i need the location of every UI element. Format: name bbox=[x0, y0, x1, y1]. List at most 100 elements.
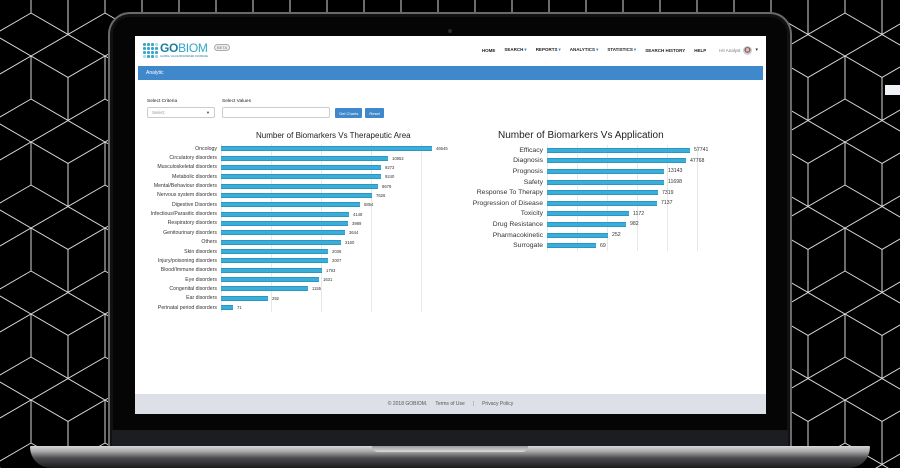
bar[interactable] bbox=[547, 221, 626, 227]
bar-value-label: 9240 bbox=[385, 174, 395, 180]
chevron-down-icon: ▾ bbox=[558, 47, 561, 52]
category-label: Eye disorders bbox=[185, 276, 217, 283]
category-label: Infectious/Parasitic disorders bbox=[150, 211, 217, 218]
nav-item-home[interactable]: HOME bbox=[482, 48, 496, 53]
bar[interactable] bbox=[221, 230, 345, 236]
bar-row: Eye disorders 1631 bbox=[185, 275, 332, 284]
bar-row: Ear disorders 292 bbox=[186, 294, 279, 303]
nav-item-statistics[interactable]: STATISTICS▾ bbox=[607, 47, 636, 53]
bar[interactable] bbox=[547, 190, 658, 196]
bar[interactable] bbox=[547, 179, 664, 185]
bar[interactable] bbox=[547, 168, 664, 174]
bar-row: Progression of Disease 7137 bbox=[473, 198, 673, 209]
grid-line bbox=[607, 145, 608, 251]
nav-item-help[interactable]: HELP bbox=[694, 48, 706, 53]
nav-item-label: SEARCH HISTORY bbox=[645, 47, 686, 53]
bar[interactable] bbox=[221, 239, 341, 245]
category-label: Perinatal period disorders bbox=[157, 304, 217, 311]
nav-item-analytics[interactable]: ANALYTICS▾ bbox=[570, 47, 599, 53]
category-label: Drug Resistance bbox=[492, 220, 543, 228]
terms-of-use-link[interactable]: Terms of Use bbox=[435, 401, 465, 407]
nav-item-label: ANALYTICS bbox=[569, 47, 596, 52]
bar[interactable] bbox=[221, 220, 348, 226]
chevron-down-icon: ▾ bbox=[596, 47, 599, 52]
category-label: Musculoskeletal disorders bbox=[157, 164, 217, 171]
bar[interactable] bbox=[221, 277, 319, 283]
bar-row: Prognosis 13143 bbox=[513, 166, 683, 177]
application-bar-chart: Efficacy 57741 Diagnosis 47768 Prognosis 1314… bbox=[473, 145, 708, 253]
bar[interactable] bbox=[221, 286, 308, 292]
bar[interactable] bbox=[547, 232, 608, 238]
nav-item-search-history[interactable]: SEARCH HISTORY bbox=[645, 48, 685, 53]
bar[interactable] bbox=[221, 174, 381, 180]
category-label: Pharmacokinetic bbox=[492, 231, 543, 239]
bar[interactable] bbox=[547, 200, 657, 206]
dropdown-arrow-icon: ▼ bbox=[206, 110, 210, 115]
bar-row: Response To Therapy 7319 bbox=[477, 187, 674, 198]
bar-row: Surrogate 69 bbox=[513, 240, 606, 251]
bar-value-label: 69 bbox=[600, 242, 606, 249]
bar[interactable] bbox=[547, 158, 686, 164]
bar[interactable] bbox=[221, 155, 388, 161]
bar[interactable] bbox=[547, 211, 629, 217]
bar[interactable] bbox=[221, 164, 381, 170]
values-label: Select Values bbox=[222, 99, 251, 104]
bar-row: Pharmacokinetic 252 bbox=[493, 230, 621, 241]
bar[interactable] bbox=[221, 258, 328, 264]
bar-value-label: 1793 bbox=[326, 267, 336, 273]
bar-value-label: 292 bbox=[272, 295, 279, 301]
chevron-down-icon: ▾ bbox=[755, 47, 758, 53]
bar[interactable] bbox=[221, 305, 233, 311]
nav-item-reports[interactable]: REPORTS▾ bbox=[536, 47, 561, 53]
get-charts-button[interactable]: Get Charts bbox=[335, 108, 363, 118]
bar-row: Safety 11698 bbox=[524, 177, 682, 188]
bar[interactable] bbox=[547, 147, 690, 153]
bar[interactable] bbox=[221, 183, 378, 189]
bar-value-label: 57741 bbox=[694, 147, 709, 154]
bar[interactable] bbox=[221, 249, 328, 255]
bar[interactable] bbox=[221, 267, 322, 273]
bar-value-label: 10852 bbox=[392, 155, 404, 161]
bar-row: Perinatal period disorders 71 bbox=[158, 303, 242, 312]
category-label: Nervous system disorders bbox=[157, 192, 217, 199]
bar-row: Efficacy 57741 bbox=[519, 145, 709, 156]
bar-row: Blood/Immune disorders 1793 bbox=[161, 266, 336, 275]
bar[interactable] bbox=[221, 211, 349, 217]
grid-line bbox=[637, 145, 638, 251]
bar-value-label: 9273 bbox=[385, 164, 395, 170]
therapeutic-area-bar-chart: Oncology 46645 Circulatory disorders 10852 M… bbox=[151, 144, 448, 320]
bar-row: Infectious/Parasitic disorders 4148 bbox=[151, 209, 363, 218]
charts-area: Number of Biomarkers Vs Therapeutic Area… bbox=[135, 118, 766, 378]
therapeutic-area-chart-title: Number of Biomarkers Vs Therapeutic Area bbox=[256, 131, 411, 140]
bar-value-label: 7137 bbox=[661, 200, 673, 207]
bar[interactable] bbox=[221, 192, 372, 198]
bar-value-label: 3644 bbox=[349, 230, 359, 236]
bar[interactable] bbox=[547, 243, 596, 249]
nav-item-search[interactable]: SEARCH▾ bbox=[504, 47, 526, 53]
bar-value-label: 2036 bbox=[332, 249, 342, 255]
bar-row: Genitourinary disorders 3644 bbox=[163, 228, 359, 237]
grid-line bbox=[371, 144, 372, 313]
user-menu[interactable]: Hi! Analyst ▾ bbox=[719, 45, 758, 55]
chart-filters: Select Criteria Select ▼ Select Values G… bbox=[135, 80, 766, 118]
bar-value-label: 1172 bbox=[633, 210, 645, 217]
copyright-text: © 2018 GOBIOM. bbox=[387, 401, 428, 407]
privacy-policy-link[interactable]: Privacy Policy bbox=[482, 401, 514, 407]
bar[interactable] bbox=[221, 146, 432, 152]
application-chart-title: Number of Biomarkers Vs Application bbox=[498, 130, 664, 141]
bar-value-label: 7626 bbox=[376, 192, 386, 198]
bar-row: Mental/Behaviour disorders 8679 bbox=[154, 181, 391, 190]
criteria-select[interactable]: Select ▼ bbox=[147, 107, 215, 118]
reset-button[interactable]: Reset bbox=[365, 108, 384, 118]
bar-row: Diagnosis 47768 bbox=[513, 156, 704, 167]
gobiom-logo[interactable]: GOBIOM GLOBAL VALUE BIOMARKER DATABASE B… bbox=[143, 42, 231, 58]
bar[interactable] bbox=[221, 295, 268, 301]
bar-value-label: 13143 bbox=[668, 168, 683, 175]
category-label: Toxicity bbox=[520, 210, 543, 218]
values-input[interactable] bbox=[222, 107, 330, 118]
chevron-down-icon: ▾ bbox=[633, 47, 637, 52]
bar[interactable] bbox=[221, 202, 360, 208]
bar-row: Others 3160 bbox=[201, 238, 354, 247]
bar-value-label: 5854 bbox=[364, 202, 374, 208]
